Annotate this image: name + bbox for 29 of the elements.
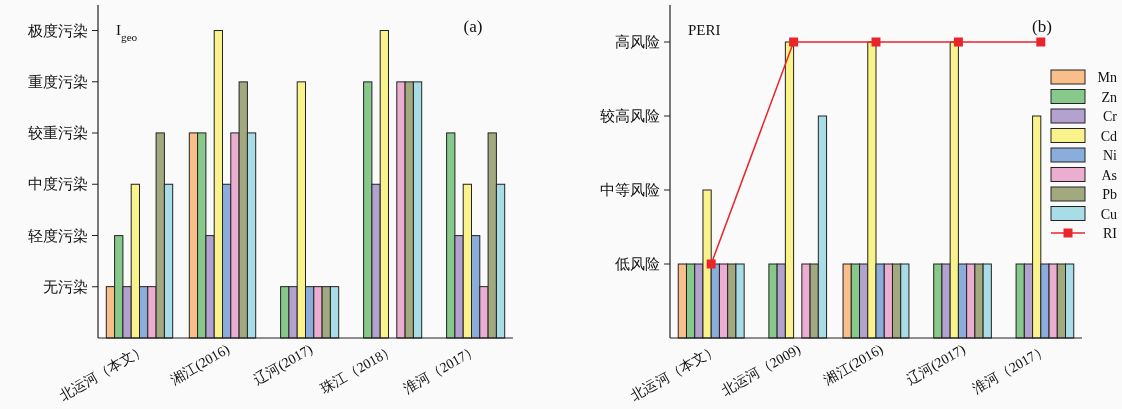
legend-label: As <box>1101 167 1117 183</box>
text: 高风险 <box>615 34 660 50</box>
x-tick-label: 北运河（本文） <box>56 341 149 404</box>
legend-label: RI <box>1103 226 1118 241</box>
legend-label: Mn <box>1097 70 1117 85</box>
x-tick-label: 北运河（2009) <box>718 341 804 400</box>
legend-label: Ni <box>1103 148 1118 163</box>
x-tick-label: 淮河（2017） <box>400 341 481 397</box>
annotation: I$_{geo}$ <box>116 22 138 43</box>
x-tick-label: 北运河（本文） <box>628 341 721 404</box>
text: (b) <box>1032 17 1052 36</box>
text: 无污染 <box>43 278 88 295</box>
text: 较高风险 <box>600 108 660 124</box>
text: 低风险 <box>615 256 660 272</box>
x-tick-label: 珠江（2018） <box>317 341 398 397</box>
annotation: (a) <box>463 17 483 36</box>
legend-label: Pb <box>1102 187 1117 202</box>
text: 中等风险 <box>600 182 660 198</box>
text: 中度污染 <box>28 176 88 193</box>
legend-label: Cd <box>1100 128 1117 144</box>
text: 极度污染 <box>27 22 88 39</box>
x-tick-label: 淮河（2017） <box>970 341 1051 397</box>
legend-label: Cr <box>1103 109 1118 124</box>
legend-label: Zn <box>1101 89 1117 105</box>
text: PERI <box>688 22 721 38</box>
text: 轻度污染 <box>28 227 88 244</box>
legend-label: Cu <box>1100 206 1117 222</box>
text: 重度污染 <box>28 73 88 90</box>
text: 较重污染 <box>28 125 88 142</box>
